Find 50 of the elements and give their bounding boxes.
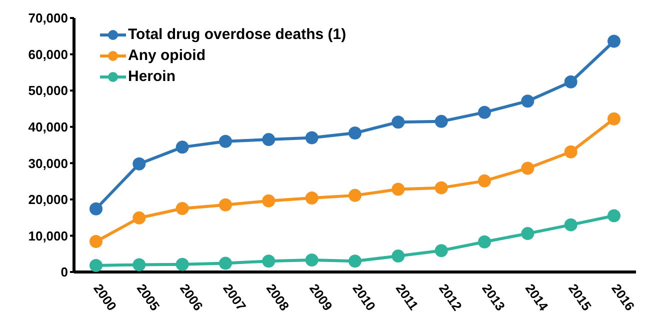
point [348, 126, 362, 140]
y-tick-label: 70,000 [28, 10, 68, 26]
point [219, 134, 232, 148]
y-tick-label: 0 [60, 264, 68, 280]
point [521, 162, 534, 175]
point [90, 235, 102, 248]
point [478, 235, 491, 248]
point [434, 181, 448, 194]
point [262, 194, 276, 208]
y-tick-label: 50,000 [28, 83, 68, 98]
point [90, 258, 102, 272]
point [608, 112, 620, 126]
legend-label: Total drug overdose deaths (1) [128, 25, 346, 45]
y-tick-label: 60,000 [28, 46, 68, 62]
point [262, 133, 276, 146]
point [608, 34, 620, 48]
point [434, 244, 448, 258]
point [564, 218, 578, 232]
legend-label: Any opioid [128, 46, 206, 66]
point [90, 202, 102, 216]
point [392, 250, 405, 263]
point [305, 254, 318, 267]
y-tick-label: 40,000 [28, 119, 68, 134]
point [478, 174, 491, 188]
point [176, 202, 189, 215]
point [434, 114, 448, 128]
point [348, 188, 362, 202]
point [608, 209, 620, 222]
point [348, 254, 362, 268]
point [564, 75, 578, 88]
point [132, 157, 146, 170]
point [478, 106, 491, 119]
point [305, 131, 318, 144]
point [176, 140, 189, 154]
point [219, 256, 232, 270]
point [305, 191, 318, 204]
point [132, 258, 146, 272]
y-tick-label: 10,000 [28, 228, 68, 244]
point [521, 227, 534, 240]
y-tick-label: 20,000 [28, 192, 68, 208]
point [219, 198, 232, 212]
point [262, 254, 276, 268]
point [392, 182, 405, 196]
point [564, 145, 578, 158]
point [392, 116, 405, 129]
point [132, 211, 146, 224]
y-tick-label: 30,000 [28, 156, 68, 171]
point [176, 258, 189, 271]
point [521, 94, 534, 108]
legend-label: Heroin [128, 67, 176, 87]
